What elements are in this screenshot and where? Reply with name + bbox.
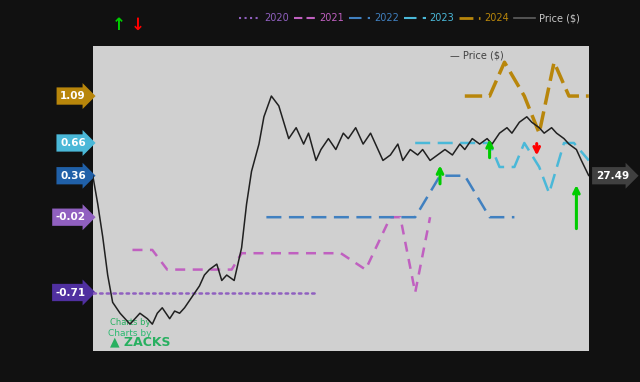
Text: -0.71: -0.71	[56, 288, 86, 298]
Text: 27.49: 27.49	[596, 171, 629, 181]
Text: 0.36: 0.36	[60, 171, 86, 181]
Text: Charts by: Charts by	[108, 329, 151, 338]
Text: 0.66: 0.66	[60, 138, 86, 148]
Text: ↑: ↑	[112, 16, 126, 34]
Text: ↓: ↓	[131, 16, 145, 34]
Text: ▲ ZACKS: ▲ ZACKS	[110, 335, 171, 348]
Text: — Price ($): — Price ($)	[450, 50, 504, 60]
Text: Charts by: Charts by	[110, 318, 150, 327]
Text: -0.02: -0.02	[56, 212, 86, 222]
Text: 1.09: 1.09	[60, 91, 86, 101]
Legend: 2020, 2021, 2022, 2023, 2024, Price ($): 2020, 2021, 2022, 2023, 2024, Price ($)	[236, 10, 584, 27]
